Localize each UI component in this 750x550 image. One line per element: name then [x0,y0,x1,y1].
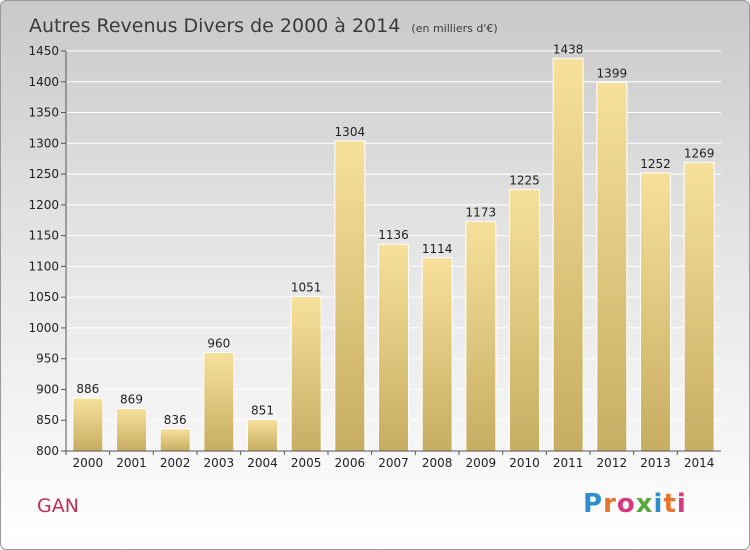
y-tick-label: 1200 [28,198,59,212]
data-label: 1252 [640,157,671,171]
data-label: 851 [251,404,274,418]
data-label: 1136 [378,228,409,242]
y-tick-label: 800 [36,444,59,458]
proxiti-logo: Proxiti [583,489,687,519]
bar-2000 [72,397,104,452]
x-tick-label: 2009 [466,456,497,470]
y-tick-label: 1050 [28,290,59,304]
bar-2001 [116,408,147,452]
data-label: 1438 [553,42,584,56]
logo-letter: o [616,489,636,519]
data-label: 1051 [291,281,322,295]
logo-letter: i [653,489,664,519]
x-tick-label: 2008 [422,456,453,470]
x-tick-label: 2002 [160,456,191,470]
y-tick-label: 850 [36,413,59,427]
data-label: 1269 [684,146,715,160]
bar-2014 [683,161,715,452]
x-tick-label: 2011 [553,456,584,470]
y-tick-label: 1300 [28,136,59,150]
bar-2012 [596,81,628,452]
y-tick-label: 1100 [28,259,59,273]
chart-title: Autres Revenus Divers de 2000 à 2014 (en… [29,15,498,37]
y-tick-label: 1150 [28,229,59,243]
bars: 886 869 836 960 851 1051 1304 1136 1114 1173 1225 1… [72,42,715,452]
y-tick-label: 1400 [28,75,59,89]
y-tick-label: 900 [36,382,59,396]
bar-2003 [203,352,235,452]
chart-title-unit: (en milliers d'€) [411,22,497,35]
logo-letter: i [676,489,687,519]
data-label: 886 [76,382,99,396]
x-tick-label: 2007 [378,456,409,470]
x-tick-label: 2010 [509,456,540,470]
x-axis: 2000 2001 2002 2003 2004 2005 2006 2007 2008 2009… [65,450,721,470]
bar-2009 [465,220,497,452]
chart-title-main: Autres Revenus Divers de 2000 à 2014 [29,15,400,37]
bar-2007 [378,243,409,452]
place-name: GAN [37,495,79,517]
y-tick-label: 1350 [28,106,59,120]
data-label: 1114 [422,242,453,256]
logo-letter: x [635,489,654,519]
x-tick-label: 2000 [73,456,104,470]
logo-letter: t [663,489,677,519]
x-tick-label: 2005 [291,456,322,470]
data-label: 869 [120,393,143,407]
data-label: 836 [164,413,187,427]
bar-2004 [247,419,278,452]
x-tick-label: 2001 [116,456,147,470]
bar-2013 [640,172,671,452]
data-label: 1304 [335,125,366,139]
y-axis: 800 850 900 950 1000 1050 1100 1150 1200 1250 1300… [28,44,67,458]
data-label: 1173 [466,205,497,219]
y-tick-label: 1000 [28,321,59,335]
y-tick-label: 1450 [28,44,59,58]
bar-2005 [290,296,322,452]
y-tick-label: 1250 [28,167,59,181]
bar-2010 [509,188,540,452]
x-tick-label: 2014 [684,456,715,470]
logo-letter: r [603,489,617,519]
bar-2008 [421,257,453,452]
x-tick-label: 2004 [247,456,278,470]
bar-2011 [552,57,584,452]
x-tick-label: 2012 [597,456,628,470]
x-tick-label: 2006 [335,456,366,470]
y-tick-label: 950 [36,352,59,366]
x-tick-label: 2013 [640,456,671,470]
x-tick-label: 2003 [204,456,235,470]
logo-letter: P [583,489,604,519]
data-label: 960 [207,337,230,351]
data-label: 1399 [597,66,628,80]
bar-2006 [334,140,366,452]
bar-2002 [159,428,191,452]
data-label: 1225 [509,173,540,187]
